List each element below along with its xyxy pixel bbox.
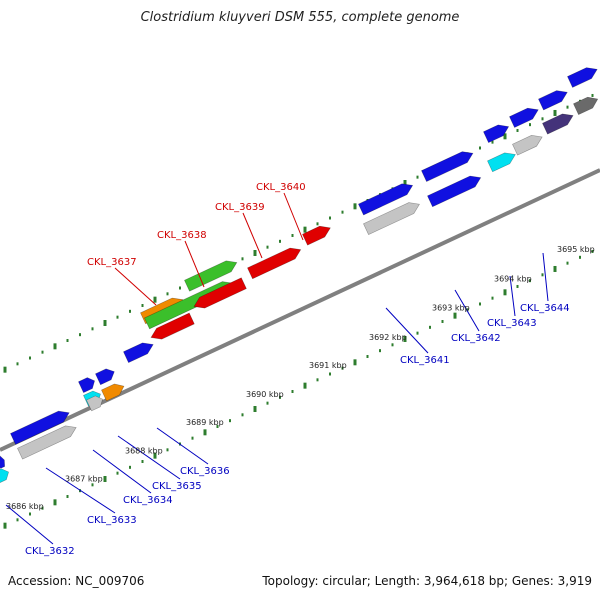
scale-label: 3688 kbp: [125, 447, 163, 456]
map-title: Clostridium kluyveri DSM 555, complete g…: [140, 10, 460, 25]
gene-arrow: [247, 247, 302, 280]
scale-label: 3695 kbp: [557, 245, 595, 254]
gene-arrow: [358, 183, 414, 216]
scale-label: 3692 kbp: [369, 333, 407, 342]
gene-label: CKL_3637: [87, 257, 137, 268]
scale-label: 3687 kbp: [65, 475, 103, 484]
gene-arrow: [573, 96, 599, 116]
gene-arrow: [184, 260, 238, 292]
gene-arrow: [193, 277, 247, 309]
gene-label: CKL_3634: [123, 495, 173, 506]
gene-label: CKL_3636: [180, 466, 230, 477]
gene-label: CKL_3640: [256, 182, 306, 193]
gene-label: CKL_3638: [157, 230, 207, 241]
gene-arrow: [542, 113, 574, 135]
genome-summary-text: Topology: circular; Length: 3,964,618 bp…: [262, 574, 592, 588]
gene-features: [0, 67, 599, 485]
gene-arrow: [567, 67, 598, 88]
leader-line: [114, 267, 157, 306]
gene-arrow: [538, 90, 568, 111]
gene-arrow: [0, 468, 9, 485]
leader-line: [242, 212, 263, 259]
gene-arrow: [487, 152, 516, 173]
leader-line: [117, 435, 181, 480]
gene-arrow: [123, 342, 154, 364]
gene-arrow: [101, 383, 125, 402]
gene-arrow: [150, 312, 195, 340]
leader-line: [184, 240, 205, 288]
accession-text: Accession: NC_009706: [8, 574, 145, 588]
gene-arrow: [78, 377, 95, 394]
scale-label: 3690 kbp: [246, 390, 284, 399]
gene-arrow: [86, 395, 103, 412]
scale-label: 3694 kbp: [494, 274, 532, 283]
leader-line: [156, 427, 209, 465]
gene-arrow: [509, 107, 539, 128]
leader-line: [542, 252, 549, 302]
leader-line: [92, 449, 152, 494]
gene-arrow: [363, 202, 420, 236]
label-leader-lines: [5, 192, 549, 545]
gene-label: CKL_3643: [487, 318, 537, 329]
gene-label: CKL_3633: [87, 515, 137, 526]
scale-label: 3689 kbp: [186, 418, 224, 427]
leader-line: [509, 275, 516, 317]
gene-arrow: [95, 368, 115, 386]
scale-label: 3693 kbp: [432, 303, 470, 312]
gene-arrow: [0, 455, 5, 469]
leader-line: [454, 289, 480, 332]
gene-arrow: [302, 225, 331, 246]
gene-arrow: [483, 124, 510, 144]
gene-arrow: [421, 151, 474, 182]
gene-label: CKL_3639: [215, 202, 265, 213]
gene-label: CKL_3641: [400, 355, 450, 366]
gene-arrow: [17, 425, 77, 460]
leader-line: [5, 504, 54, 545]
leader-line: [283, 192, 304, 241]
gene-label: CKL_3632: [25, 546, 75, 557]
gene-arrow: [512, 135, 543, 156]
gene-arrow: [10, 410, 70, 445]
leader-line: [45, 467, 116, 514]
leader-line: [385, 307, 429, 354]
gene-label: CKL_3635: [152, 481, 202, 492]
gene-label: CKL_3642: [451, 333, 501, 344]
gene-arrow: [427, 175, 482, 208]
scale-label: 3686 kbp: [6, 502, 44, 511]
scale-label: 3691 kbp: [309, 361, 347, 370]
gene-label: CKL_3644: [520, 303, 570, 314]
scale-labels: 3686 kbp 3687 kbp 3688 kbp 3689 kbp 3690 kbp…: [6, 245, 595, 511]
gene-labels: CKL_3637 CKL_3638 CKL_3639 CKL_3640 CKL_3632…: [25, 182, 570, 557]
